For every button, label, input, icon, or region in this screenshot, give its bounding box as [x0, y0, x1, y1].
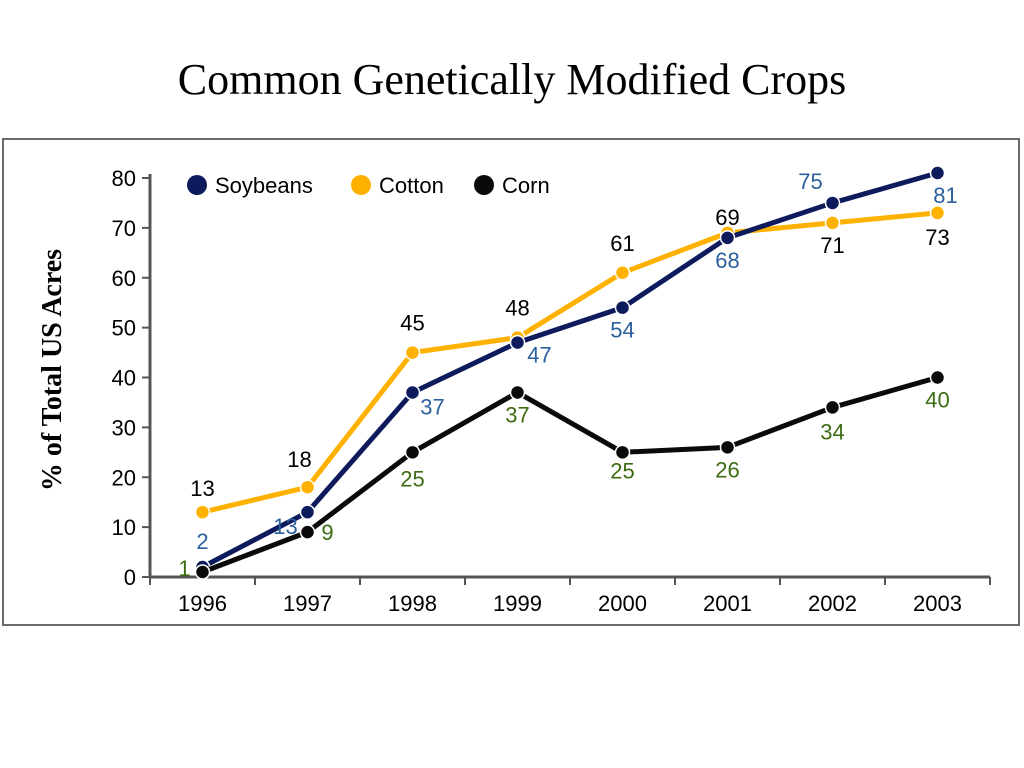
data-point-soybeans — [299, 504, 316, 520]
series-line-cotton — [201, 210, 938, 515]
series-line-corn — [201, 375, 939, 575]
data-label-corn: 37 — [505, 402, 529, 427]
data-point-soybeans — [404, 384, 421, 401]
x-tick-label: 1997 — [283, 591, 332, 616]
data-label-soybeans: 13 — [273, 514, 297, 539]
data-point-soybeans — [929, 165, 946, 181]
x-tick-label: 2003 — [913, 591, 962, 616]
data-point-soybeans — [614, 299, 631, 316]
y-tick-label: 40 — [112, 366, 136, 391]
x-tick-label: 1999 — [493, 591, 542, 616]
legend-marker-corn — [474, 175, 494, 195]
y-tick-label: 10 — [112, 515, 136, 540]
data-point-corn — [509, 384, 526, 401]
y-tick-label: 50 — [112, 316, 136, 341]
data-label-cotton: 61 — [610, 231, 634, 256]
x-tick-label: 2002 — [808, 591, 857, 616]
y-tick-label: 60 — [112, 266, 136, 291]
y-tick-label: 0 — [124, 565, 136, 590]
y-tick-label: 30 — [112, 415, 136, 440]
data-label-soybeans: 47 — [527, 343, 551, 368]
data-point-corn — [929, 369, 946, 386]
data-label-cotton: 69 — [715, 205, 739, 230]
series-line-soybeans — [201, 170, 939, 570]
data-label-soybeans: 81 — [933, 183, 957, 208]
data-point-cotton — [824, 215, 841, 231]
data-label-soybeans: 68 — [715, 248, 739, 273]
x-tick-label: 2000 — [598, 591, 647, 616]
data-label-corn: 25 — [400, 466, 424, 491]
data-label-corn: 9 — [321, 520, 333, 545]
data-point-cotton — [404, 344, 421, 361]
y-tick-label: 80 — [112, 166, 136, 191]
data-label-cotton: 13 — [190, 476, 214, 501]
x-tick-label: 1998 — [388, 591, 437, 616]
data-label-soybeans: 54 — [610, 318, 634, 343]
legend-label-corn: Corn — [502, 173, 550, 198]
data-point-corn — [719, 439, 736, 456]
data-point-cotton — [929, 205, 946, 221]
data-point-corn — [194, 564, 211, 580]
data-label-corn: 40 — [925, 388, 949, 413]
y-tick-label: 20 — [112, 465, 136, 490]
legend-marker-soybeans — [187, 175, 207, 195]
data-point-corn — [299, 524, 316, 540]
x-tick-label: 2001 — [703, 591, 752, 616]
data-label-soybeans: 75 — [798, 169, 822, 194]
legend-label-soybeans: Soybeans — [215, 173, 313, 198]
data-point-corn — [614, 444, 631, 461]
data-label-cotton: 48 — [505, 296, 529, 321]
data-label-cotton: 45 — [400, 311, 424, 336]
data-point-cotton — [614, 265, 631, 281]
data-label-cotton: 18 — [287, 447, 311, 472]
data-label-soybeans: 2 — [196, 529, 208, 554]
data-point-soybeans — [509, 334, 526, 351]
data-label-cotton: 73 — [925, 225, 949, 250]
data-label-corn: 26 — [715, 457, 739, 482]
data-point-soybeans — [719, 230, 736, 246]
data-label-corn: 25 — [610, 458, 634, 483]
data-label-cotton: 71 — [820, 233, 844, 258]
x-tick-label: 1996 — [178, 591, 227, 616]
data-point-cotton — [194, 504, 211, 520]
slide-title: Common Genetically Modified Crops — [177, 55, 847, 104]
data-point-corn — [404, 444, 421, 461]
data-label-corn: 1 — [178, 556, 190, 581]
y-tick-label: 70 — [112, 216, 136, 241]
data-label-soybeans: 37 — [420, 394, 444, 419]
data-point-cotton — [299, 479, 316, 495]
legend-marker-cotton — [351, 175, 371, 195]
legend-label-cotton: Cotton — [379, 173, 444, 198]
data-point-corn — [824, 399, 841, 416]
data-label-corn: 34 — [820, 419, 844, 444]
data-point-soybeans — [824, 195, 841, 211]
